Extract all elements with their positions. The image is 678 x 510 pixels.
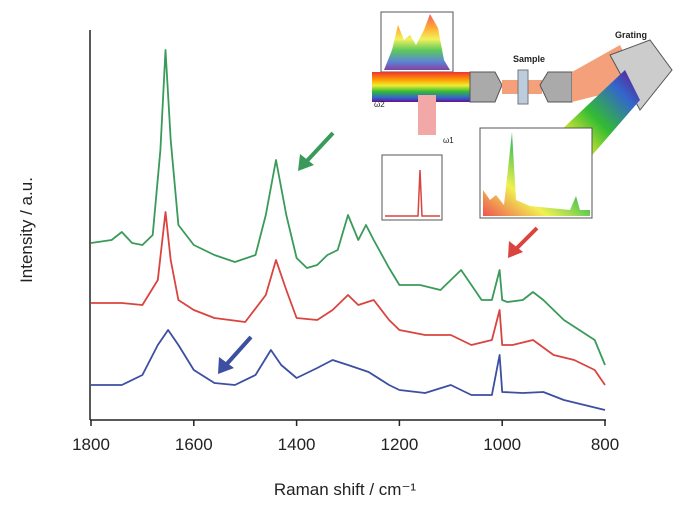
inset-box	[381, 154, 443, 221]
arrow	[513, 226, 539, 252]
y-axis-label: Intensity / a.u.	[17, 177, 36, 283]
series-line	[91, 211, 606, 386]
series-line	[91, 329, 606, 411]
x-tick-label: 1600	[175, 435, 213, 454]
inset: Sample Grating ω2 ω1	[370, 0, 678, 222]
arrow	[223, 335, 253, 368]
inset-label: Sample	[513, 54, 545, 64]
inset-spectrum	[385, 169, 440, 217]
inset-spectrum	[384, 14, 450, 70]
arrowhead	[298, 154, 314, 171]
inset-label: ω1	[443, 136, 454, 145]
lens	[469, 71, 503, 103]
x-axis-label: Raman shift / cm⁻¹	[274, 480, 417, 499]
arrow	[303, 131, 335, 165]
x-tick-label: 800	[591, 435, 619, 454]
inset-label: Grating	[615, 30, 647, 40]
x-tick-label: 1000	[483, 435, 521, 454]
x-tick-label: 1400	[278, 435, 316, 454]
sample	[517, 69, 529, 105]
plot-area	[90, 49, 606, 411]
arrows	[218, 131, 539, 374]
beam-red	[418, 95, 436, 135]
inset-spectrum	[483, 132, 590, 216]
x-tick-label: 1200	[380, 435, 418, 454]
arrowhead	[508, 241, 523, 258]
arrowhead	[218, 357, 234, 374]
inset-label: ω2	[374, 100, 385, 109]
series-line	[90, 49, 606, 366]
x-tick-label: 1800	[72, 435, 110, 454]
